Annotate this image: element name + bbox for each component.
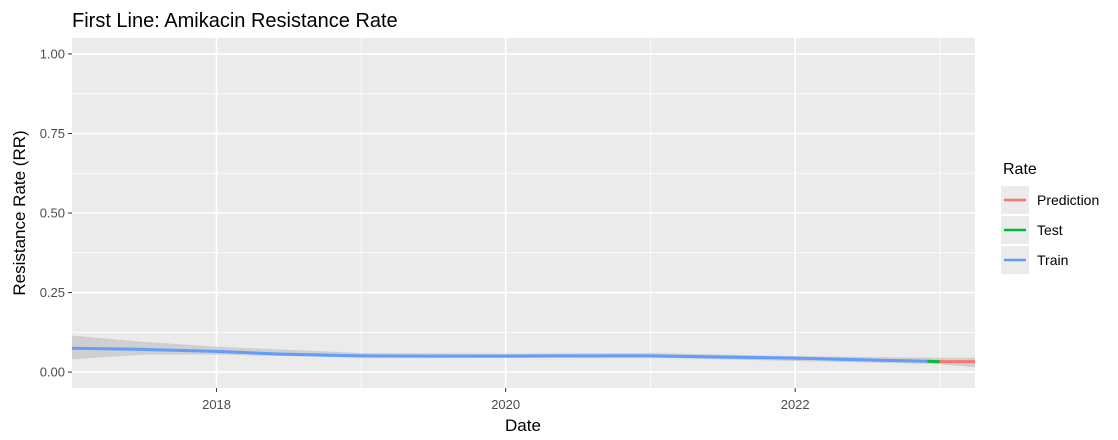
y-axis-title: Resistance Rate (RR) [10,130,29,295]
series-line-train [71,346,928,363]
y-tick-label: 0.00 [40,365,65,380]
legend-label: Prediction [1037,192,1099,208]
legend-item-prediction: Prediction [1001,186,1099,214]
legend-label: Test [1037,222,1063,238]
y-tick-label: 1.00 [40,46,65,61]
legend-label: Train [1037,252,1068,268]
x-tick-label: 2020 [491,397,520,412]
x-tick-label: 2022 [781,397,810,412]
legend: Rate Prediction Test Train [1001,161,1099,274]
series-layer [71,346,975,364]
y-tick-label: 0.75 [40,126,65,141]
x-axis-title: Date [505,416,541,435]
x-tick-label: 2018 [202,397,231,412]
y-tick-label: 0.25 [40,285,65,300]
confidence-band-layer [72,335,975,368]
x-axis: 2018 2020 2022 [202,388,810,412]
y-tick-label: 0.50 [40,206,65,221]
major-grid [72,38,975,388]
y-axis: 0.00 0.25 0.50 0.75 1.00 [40,46,72,380]
minor-grid [72,38,975,388]
legend-items: Prediction Test Train [1001,186,1099,274]
legend-title: Rate [1003,161,1037,178]
confidence-band [72,335,975,368]
legend-item-train: Train [1001,246,1068,274]
chart-title: First Line: Amikacin Resistance Rate [72,10,398,32]
legend-item-test: Test [1001,216,1063,244]
